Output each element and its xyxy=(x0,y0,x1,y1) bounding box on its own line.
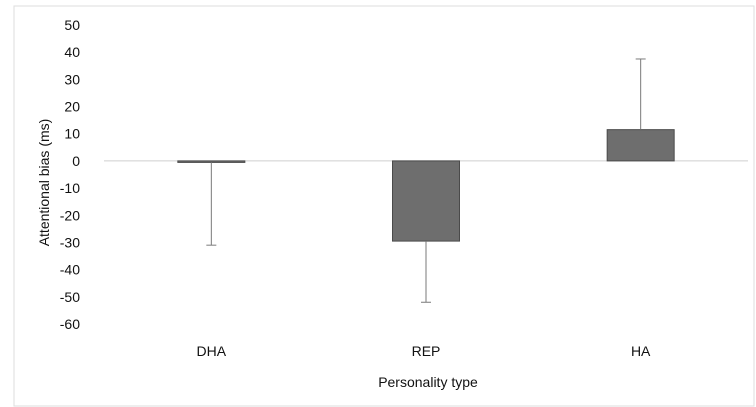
x-tick-label: HA xyxy=(631,343,651,359)
x-axis-title: Personality type xyxy=(378,374,478,390)
y-tick-label: -40 xyxy=(60,262,80,278)
y-tick-label: 30 xyxy=(64,71,80,87)
y-tick-label: 50 xyxy=(64,17,80,33)
y-tick-label: -20 xyxy=(60,207,80,223)
y-tick-label: -50 xyxy=(60,289,80,305)
y-tick-label: 20 xyxy=(64,99,80,115)
y-tick-label: -10 xyxy=(60,180,80,196)
x-tick-label: DHA xyxy=(197,343,227,359)
y-tick-label: 0 xyxy=(72,153,80,169)
y-tick-label: -30 xyxy=(60,234,80,250)
y-tick-label: -60 xyxy=(60,316,80,332)
y-axis-ticks: 50 40 30 20 10 0 -10 -20 -30 -40 -50 -60 xyxy=(60,17,80,332)
bars xyxy=(177,129,675,242)
bar-ha xyxy=(606,129,675,162)
y-tick-label: 10 xyxy=(64,126,80,142)
bar-rep xyxy=(392,160,460,242)
x-axis-ticks: DHA REP HA xyxy=(197,343,651,359)
x-tick-label: REP xyxy=(412,343,441,359)
y-axis-title: Attentional bias (ms) xyxy=(36,119,52,247)
bar-dha xyxy=(177,160,246,163)
y-tick-label: 40 xyxy=(64,44,80,60)
chart-frame xyxy=(13,5,755,407)
error-bars xyxy=(206,58,646,303)
